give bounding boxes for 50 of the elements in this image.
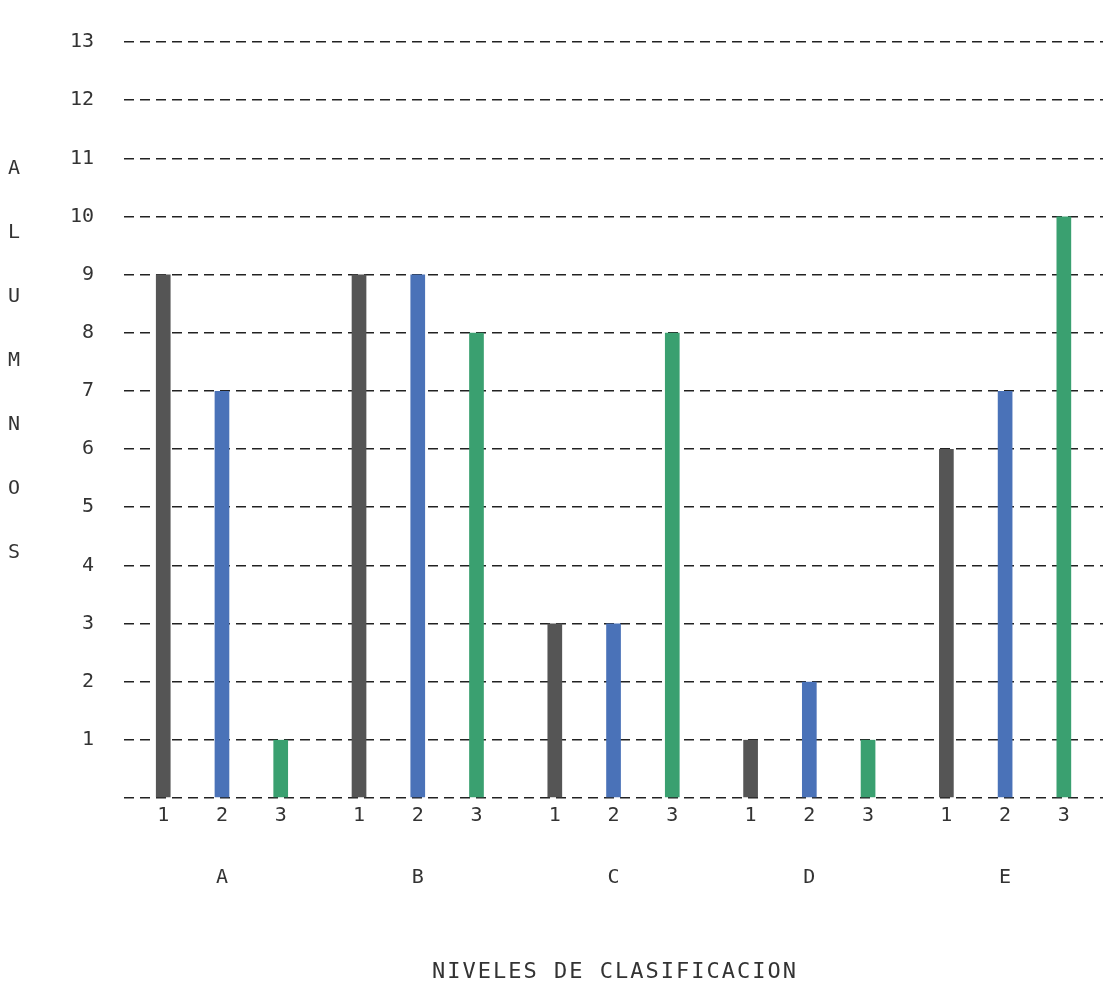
bar <box>547 623 563 798</box>
y-tick-label: 5 <box>82 493 95 518</box>
bar <box>469 332 484 798</box>
bar <box>939 449 954 798</box>
y-tick-label: 13 <box>69 28 95 53</box>
bar <box>997 390 1013 798</box>
text: 3 <box>666 802 679 827</box>
bar <box>664 332 680 798</box>
bar <box>155 274 171 798</box>
series-label: 3 <box>274 802 287 827</box>
text: 3 <box>470 802 483 827</box>
text: 2 <box>999 802 1012 827</box>
bar <box>606 623 621 798</box>
text: 3 <box>1057 802 1070 827</box>
y-tick-label: 1 <box>82 726 95 751</box>
y-tick-label: 2 <box>82 667 95 692</box>
y-tick-label: 9 <box>82 260 95 285</box>
y-tick-label: 10 <box>69 202 95 227</box>
x-tick-label: E <box>999 864 1012 889</box>
series-label: 1 <box>157 802 170 827</box>
bar <box>1056 216 1072 798</box>
x-tick-label: D <box>803 864 816 889</box>
bar <box>801 681 817 798</box>
text: 2 <box>607 802 620 827</box>
text: 2 <box>803 802 816 827</box>
x-tick-label: A <box>215 864 228 889</box>
text: 1 <box>940 802 953 827</box>
x-tick-label: C <box>607 864 620 889</box>
y-tick-label: 7 <box>82 377 95 402</box>
bar <box>214 390 230 798</box>
x-tick-label: B <box>411 864 424 889</box>
text: ALUMNOS <box>8 155 21 563</box>
bar <box>743 739 758 798</box>
text: 3 <box>862 802 875 827</box>
y-tick-label: 4 <box>82 551 95 576</box>
bar <box>273 739 289 798</box>
text: 2 <box>411 802 424 827</box>
y-tick-label: 3 <box>82 609 95 634</box>
y-tick-label: 12 <box>69 86 95 111</box>
text: 1 <box>353 802 366 827</box>
series-label: 2 <box>215 802 228 827</box>
bar <box>860 739 876 798</box>
bar <box>351 274 367 798</box>
text: 1 <box>744 802 757 827</box>
y-tick-label: 8 <box>82 318 95 343</box>
text: 1 <box>548 802 561 827</box>
y-tick-label: 11 <box>69 144 95 169</box>
x-axis-title: NIVELES DE CLASIFICACION <box>431 958 799 983</box>
y-tick-label: 6 <box>82 435 95 460</box>
bar <box>410 274 426 798</box>
